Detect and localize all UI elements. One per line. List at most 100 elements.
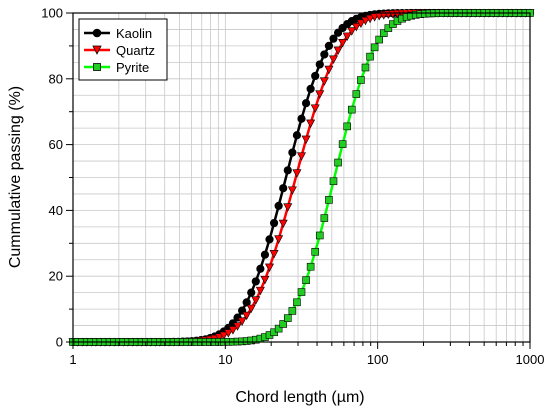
data-point-kaolin (269, 218, 279, 228)
legend-entry-pyrite: Pyrite (84, 60, 149, 75)
data-point-pyrite (283, 314, 292, 322)
data-point-quartz (219, 331, 229, 341)
data-point-kaolin (288, 148, 297, 157)
data-point-quartz (228, 326, 238, 335)
data-point-kaolin (329, 34, 338, 43)
data-point-kaolin (279, 184, 288, 193)
data-point-quartz (310, 104, 320, 113)
y-tick-label: 80 (49, 71, 63, 86)
y-tick-label: 40 (49, 203, 63, 218)
data-point-quartz (360, 16, 370, 26)
data-point-kaolin (297, 114, 306, 123)
data-point-kaolin (251, 277, 260, 286)
data-point-quartz (269, 250, 279, 259)
data-point-kaolin (301, 99, 311, 108)
data-point-quartz (214, 333, 224, 342)
data-point-pyrite (279, 320, 288, 328)
data-point-quartz (242, 311, 252, 321)
data-point-pyrite (370, 43, 379, 52)
data-point-kaolin (265, 235, 274, 244)
data-point-quartz (292, 169, 302, 178)
data-point-quartz (333, 46, 343, 56)
data-point-pyrite (357, 76, 365, 84)
data-point-quartz (278, 219, 288, 229)
data-point-kaolin (247, 288, 256, 297)
y-tick-label: 60 (49, 137, 63, 152)
data-point-pyrite (361, 63, 370, 72)
data-point-pyrite (293, 298, 301, 307)
data-point-pyrite (306, 262, 315, 271)
data-point-pyrite (302, 276, 310, 284)
y-tick-label: 100 (41, 6, 63, 21)
data-point-pyrite (375, 35, 383, 44)
y-axis-title: Cummulative passing (%) (7, 86, 24, 268)
data-point-pyrite (352, 90, 361, 98)
data-point-quartz (324, 65, 334, 75)
x-tick-label: 10 (218, 352, 232, 367)
data-point-pyrite (325, 196, 333, 204)
data-point-quartz (233, 322, 243, 331)
data-point-quartz (246, 304, 256, 314)
data-point-pyrite (347, 105, 356, 114)
x-tick-label: 100 (367, 352, 389, 367)
data-point-pyrite (343, 122, 352, 131)
data-point-kaolin (315, 60, 324, 69)
data-point-quartz (297, 152, 306, 161)
data-point-pyrite (288, 307, 297, 315)
data-point-quartz (223, 329, 233, 338)
data-point-kaolin (242, 298, 251, 307)
legend: Kaolin Quartz Pyrite (78, 18, 168, 81)
data-point-quartz (319, 77, 329, 86)
data-point-quartz (338, 38, 348, 48)
legend-marker-pyrite (93, 63, 101, 71)
data-point-kaolin (274, 201, 283, 210)
data-point-quartz (356, 19, 366, 29)
data-point-pyrite (315, 231, 324, 240)
legend-entry-kaolin: Kaolin (84, 26, 152, 41)
data-point-pyrite (379, 29, 388, 38)
data-point-kaolin (292, 131, 302, 140)
data-point-quartz (328, 55, 338, 64)
data-point-quartz (265, 263, 275, 273)
data-point-quartz (342, 32, 352, 42)
data-point-pyrite (334, 158, 342, 167)
ticks: 1 10 100 1000 0 20 40 60 80 100 (41, 6, 544, 368)
x-tick-label: 1 (69, 352, 76, 367)
data-point-quartz (260, 275, 270, 285)
legend-marker-kaolin (92, 28, 102, 38)
legend-label-kaolin: Kaolin (116, 26, 152, 41)
data-point-kaolin (306, 84, 315, 93)
data-point-quartz (301, 135, 311, 145)
y-tick-label: 0 (56, 335, 63, 350)
legend-label-pyrite: Pyrite (116, 60, 149, 75)
legend-label-quartz: Quartz (116, 43, 155, 58)
legend-entry-quartz: Quartz (84, 43, 155, 58)
data-point-quartz (274, 235, 284, 244)
data-point-pyrite (338, 140, 347, 148)
x-tick-label: 1000 (516, 352, 545, 367)
data-point-quartz (351, 22, 361, 32)
x-axis-title: Chord length (µm) (235, 389, 364, 406)
data-point-kaolin (324, 41, 334, 50)
data-point-pyrite (366, 52, 374, 61)
data-point-pyrite (311, 247, 320, 256)
data-point-quartz (255, 286, 265, 296)
data-point-pyrite (320, 214, 329, 222)
legend-marker-quartz (92, 45, 102, 55)
y-tick-label: 20 (49, 269, 63, 284)
data-point-kaolin (260, 250, 270, 259)
data-point-quartz (306, 119, 316, 129)
data-point-pyrite (274, 324, 283, 333)
data-point-pyrite (297, 288, 306, 296)
data-point-pyrite (384, 24, 393, 32)
data-point-quartz (237, 317, 247, 326)
data-point-quartz (283, 203, 293, 212)
data-point-quartz (315, 90, 325, 99)
data-point-quartz (251, 296, 261, 305)
data-point-pyrite (329, 177, 338, 186)
data-point-kaolin (320, 50, 329, 59)
data-point-quartz (287, 186, 297, 195)
data-point-kaolin (256, 264, 265, 273)
data-point-quartz (365, 14, 375, 24)
